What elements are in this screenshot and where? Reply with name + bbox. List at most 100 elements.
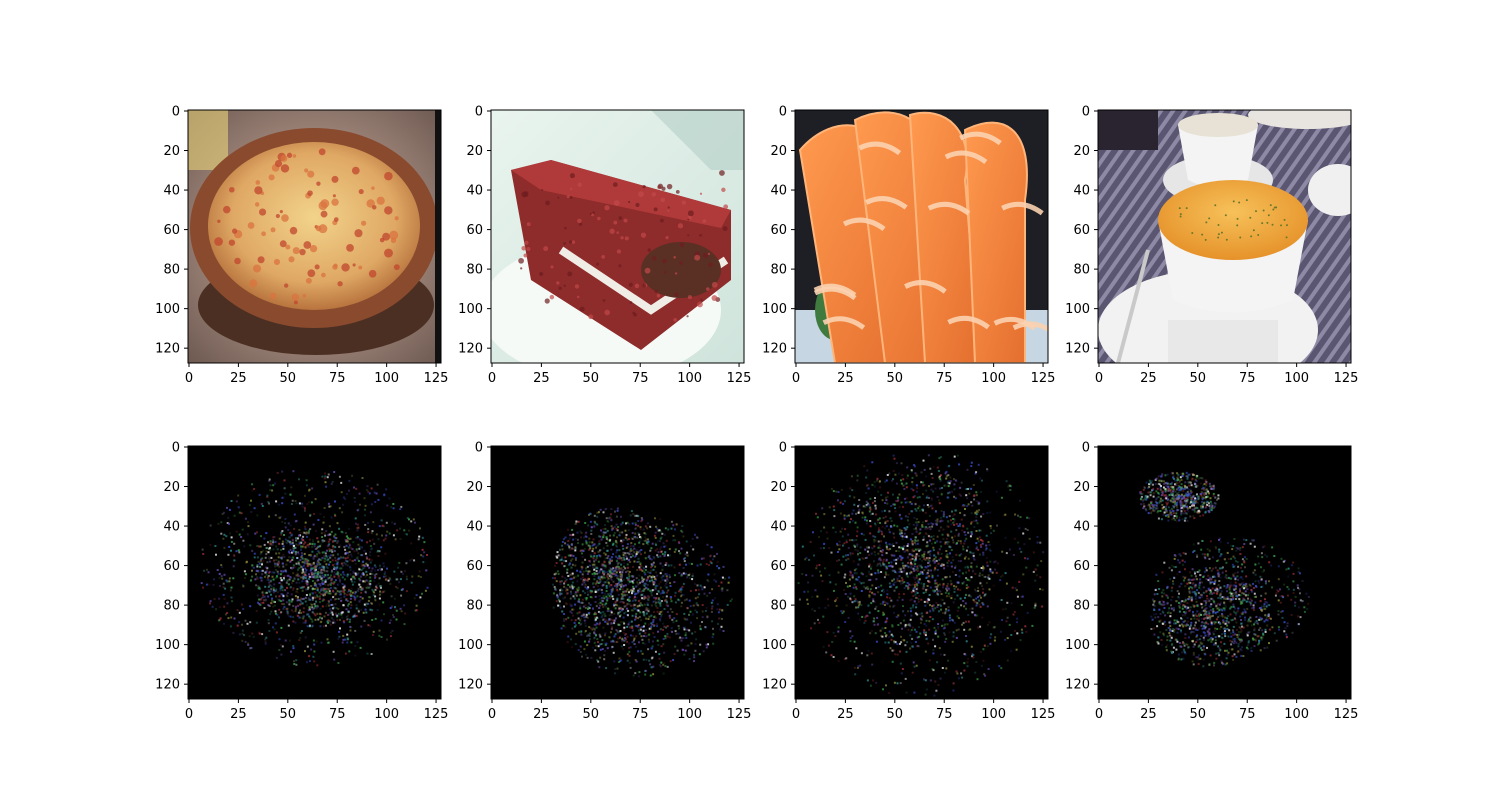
x-tick-label: 25 <box>1140 707 1157 722</box>
x-tick-label: 100 <box>1284 371 1309 386</box>
y-tick-label: 120 <box>458 342 483 357</box>
y-tick-label: 60 <box>770 559 787 574</box>
y-tick-label: 40 <box>1073 184 1090 199</box>
panel-saliency-salmon-sashimi: 0 25 50 75 100 125 0 20 40 60 80 100 120 <box>762 440 1055 722</box>
y-tick-label: 20 <box>1073 144 1090 159</box>
y-tick-label: 40 <box>770 520 787 535</box>
x-tick-label: 125 <box>424 707 449 722</box>
x-tick-label: 125 <box>1334 371 1359 386</box>
x-tick-label: 125 <box>1031 707 1056 722</box>
x-tick-label: 25 <box>533 707 550 722</box>
y-tick-label: 40 <box>163 184 180 199</box>
y-tick-label: 60 <box>1073 559 1090 574</box>
y-tick-label: 20 <box>466 480 483 495</box>
x-tick-label: 125 <box>727 371 752 386</box>
y-tick-label: 100 <box>762 302 787 317</box>
x-tick-label: 125 <box>727 707 752 722</box>
y-tick-label: 0 <box>172 104 180 119</box>
y-tick-label: 40 <box>770 184 787 199</box>
y-tick-label: 100 <box>155 302 180 317</box>
y-tick-label: 120 <box>1065 342 1090 357</box>
panel-saliency-red-velvet-cake: 0 25 50 75 100 125 0 20 40 60 80 100 120 <box>458 440 751 722</box>
y-tick-label: 100 <box>1065 638 1090 653</box>
y-tick-label: 20 <box>163 480 180 495</box>
x-tick-label: 100 <box>374 707 399 722</box>
x-tick-label: 0 <box>792 371 800 386</box>
panel-photo-soup-bowls: 0 25 50 75 100 125 0 20 40 60 80 100 120 <box>1065 104 1359 386</box>
x-tick-label: 0 <box>488 371 496 386</box>
y-tick-label: 20 <box>770 144 787 159</box>
y-tick-label: 40 <box>1073 520 1090 535</box>
x-tick-label: 75 <box>329 707 346 722</box>
x-tick-label: 0 <box>1095 707 1103 722</box>
y-tick-label: 20 <box>163 144 180 159</box>
x-tick-label: 50 <box>583 371 600 386</box>
y-tick-label: 0 <box>475 104 483 119</box>
y-tick-label: 0 <box>779 104 787 119</box>
x-tick-label: 75 <box>329 371 346 386</box>
x-tick-label: 0 <box>488 707 496 722</box>
y-tick-label: 120 <box>762 678 787 693</box>
y-tick-label: 100 <box>458 302 483 317</box>
x-tick-label: 50 <box>1190 707 1207 722</box>
y-tick-label: 120 <box>458 678 483 693</box>
x-tick-label: 50 <box>280 371 297 386</box>
axes-frame <box>794 109 1049 364</box>
x-tick-label: 50 <box>1190 371 1207 386</box>
y-tick-label: 20 <box>466 144 483 159</box>
y-tick-label: 40 <box>163 520 180 535</box>
y-tick-label: 80 <box>770 263 787 278</box>
y-tick-label: 80 <box>770 599 787 614</box>
y-tick-label: 60 <box>770 223 787 238</box>
x-tick-label: 125 <box>1334 707 1359 722</box>
saliency-image-red-velvet-cake <box>491 446 744 699</box>
y-tick-label: 120 <box>762 342 787 357</box>
x-tick-label: 25 <box>230 707 247 722</box>
y-tick-label: 100 <box>155 638 180 653</box>
x-tick-label: 75 <box>632 707 649 722</box>
x-tick-label: 0 <box>792 707 800 722</box>
saliency-image-soup-bowls <box>1098 446 1351 699</box>
x-tick-label: 100 <box>981 707 1006 722</box>
saliency-image-salmon-sashimi <box>795 446 1048 699</box>
x-tick-label: 0 <box>1095 371 1103 386</box>
x-tick-label: 75 <box>632 371 649 386</box>
x-tick-label: 100 <box>677 707 702 722</box>
y-tick-label: 0 <box>1082 440 1090 455</box>
y-tick-label: 100 <box>1065 302 1090 317</box>
y-tick-label: 60 <box>1073 223 1090 238</box>
axes-frame <box>1097 445 1352 700</box>
x-tick-label: 50 <box>583 707 600 722</box>
x-tick-label: 125 <box>424 371 449 386</box>
y-tick-label: 60 <box>466 223 483 238</box>
y-tick-label: 120 <box>155 342 180 357</box>
photo-image-soup-bowls <box>1098 110 1351 363</box>
panel-saliency-soup-bowls: 0 25 50 75 100 125 0 20 40 60 80 100 120 <box>1065 440 1358 722</box>
x-tick-label: 125 <box>1031 371 1056 386</box>
x-tick-label: 50 <box>887 707 904 722</box>
x-tick-label: 75 <box>936 371 953 386</box>
panel-saliency-pizza: 0 25 50 75 100 125 0 20 40 60 80 100 120 <box>155 440 448 722</box>
y-tick-label: 40 <box>466 184 483 199</box>
y-tick-label: 80 <box>466 599 483 614</box>
y-tick-label: 120 <box>1065 678 1090 693</box>
y-tick-label: 0 <box>1082 104 1090 119</box>
y-tick-label: 100 <box>458 638 483 653</box>
x-tick-label: 100 <box>374 371 399 386</box>
axes-frame <box>490 109 745 364</box>
x-tick-label: 25 <box>533 371 550 386</box>
panel-photo-salmon-sashimi: 0 25 50 75 100 125 0 20 40 60 80 100 120 <box>762 104 1055 386</box>
y-tick-label: 60 <box>163 223 180 238</box>
y-tick-label: 80 <box>1073 263 1090 278</box>
x-tick-label: 0 <box>185 707 193 722</box>
x-tick-label: 50 <box>280 707 297 722</box>
x-tick-label: 75 <box>1239 707 1256 722</box>
x-tick-label: 100 <box>1284 707 1309 722</box>
axes-frame <box>1097 109 1352 364</box>
x-tick-label: 50 <box>887 371 904 386</box>
axes-frame <box>794 445 1049 700</box>
x-tick-label: 75 <box>936 707 953 722</box>
x-tick-label: 100 <box>981 371 1006 386</box>
x-tick-label: 25 <box>230 371 247 386</box>
panel-photo-pizza: 0 25 50 75 100 125 0 20 40 60 80 100 120 <box>155 104 448 386</box>
